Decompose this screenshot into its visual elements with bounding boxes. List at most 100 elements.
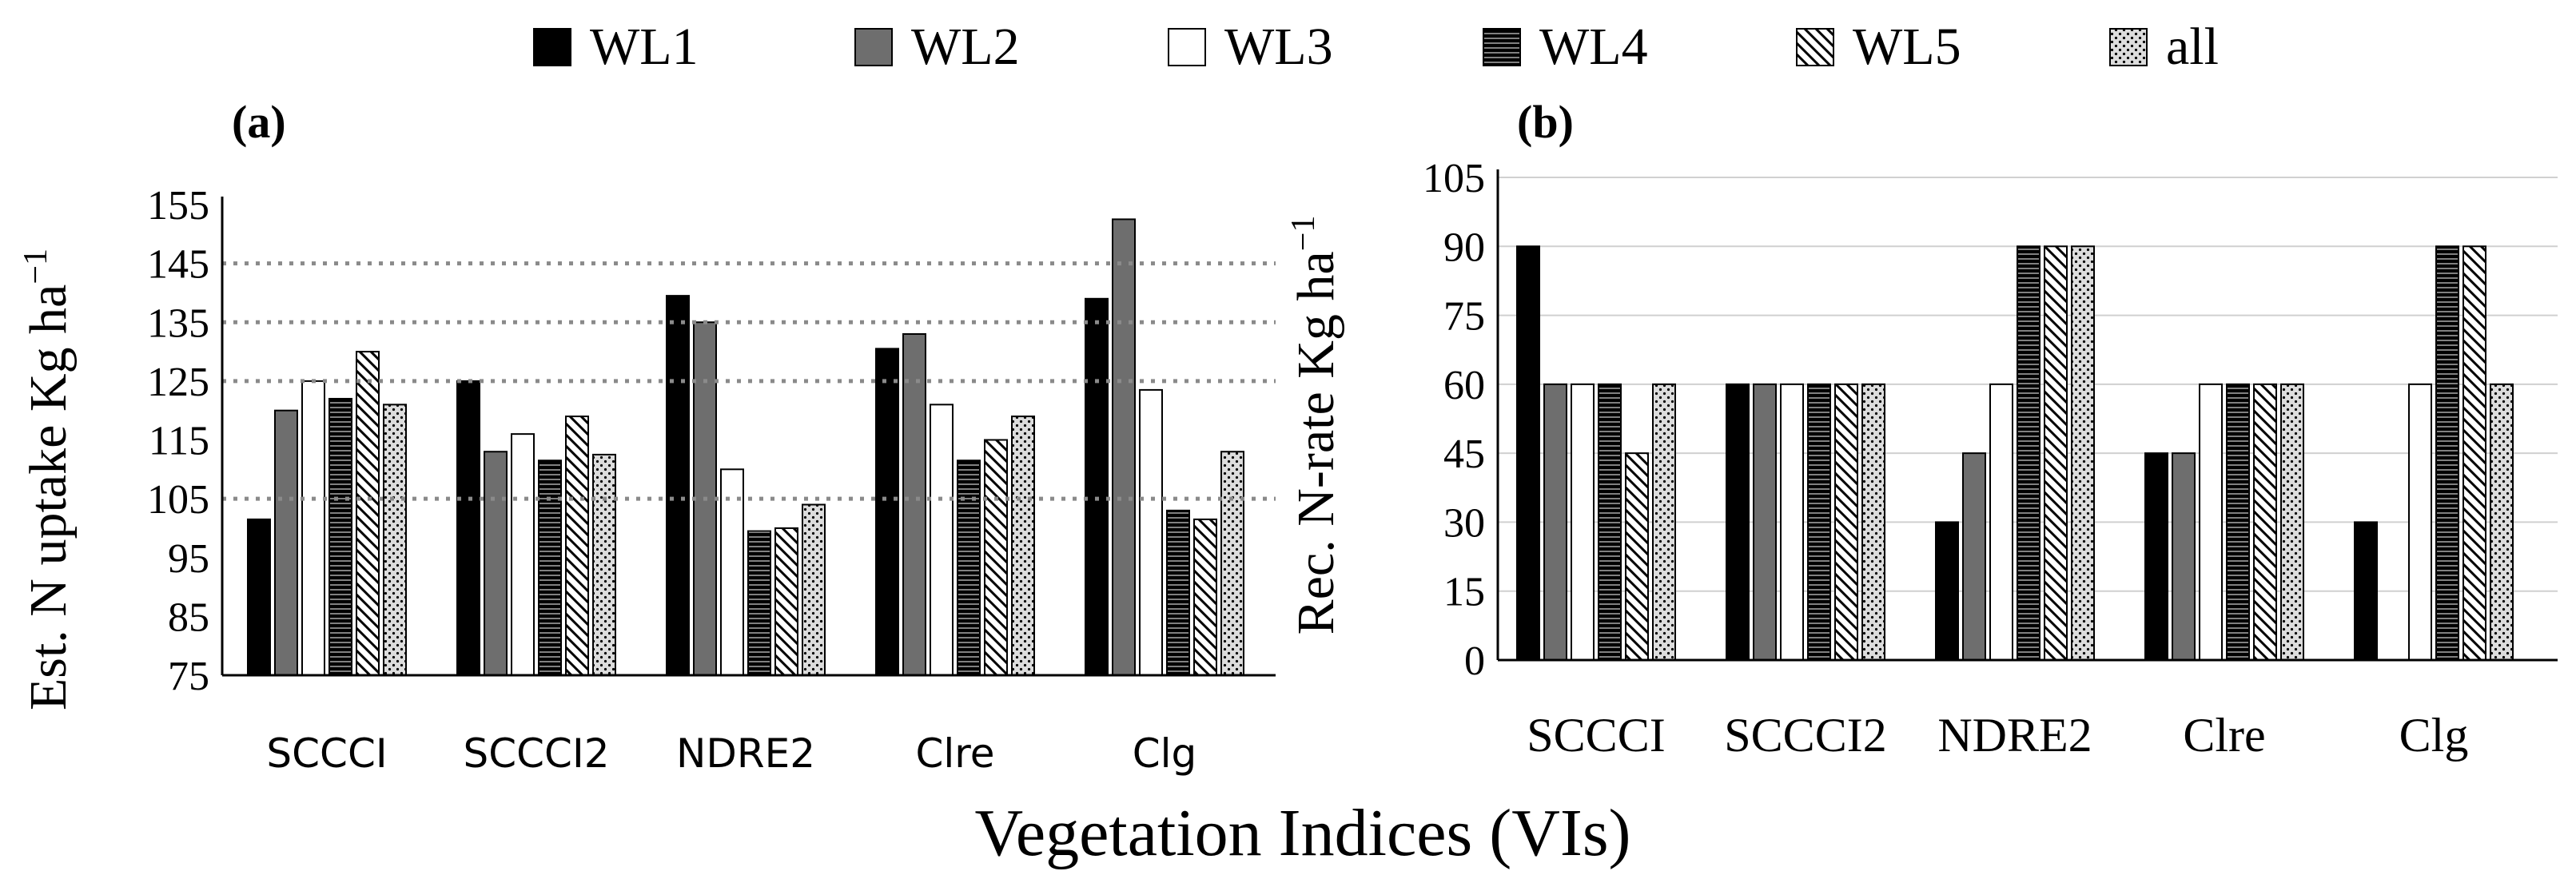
panel-a-category-label-clg: Clg: [1133, 730, 1197, 777]
panel-b-bar-wl5-sccci2: [1834, 383, 1858, 661]
panel-b-label: (b): [1517, 96, 1574, 148]
panel-a-bar-wl4-sccci: [328, 397, 352, 676]
panel-a-bar-wl2-sccci2: [484, 451, 508, 676]
panel-b-bar-wl4-clre: [2226, 383, 2250, 661]
panel-b-bar-wl2-sccci: [1543, 383, 1567, 661]
panel-a-bar-all-sccci: [383, 404, 407, 676]
panel-b-plot: 0 15 30 45 60 75 90 105 SCCCI SCCCI2 NDRE2 Clre Clg: [1423, 156, 2558, 762]
panel-b-category-label-sccci2: SCCCI2: [1724, 709, 1886, 762]
panel-a-category-label-sccci2: SCCCI2: [463, 730, 609, 777]
panel-b-bar-wl2-clre: [2172, 452, 2196, 662]
panel-a-ytick-label: 145: [147, 242, 209, 288]
panel-a-bar-wl1-ndre2: [666, 295, 690, 676]
panel-a-bar-wl4-clg: [1166, 509, 1190, 676]
panel-b-bar-wl5-sccci: [1625, 452, 1649, 662]
legend-swatch-all: [2109, 28, 2148, 66]
panel-a-plot: 75 85 95 105 115 125 135 145 155 SCCCI SCCCI2 NDRE2…: [147, 183, 1276, 777]
panel-a-ytick-label: 95: [168, 536, 209, 582]
legend: WL1 WL2 WL3 WL4 WL5 all: [533, 18, 2219, 76]
legend-swatch-wl3: [1168, 28, 1206, 66]
panel-b-ytick-label: 90: [1443, 225, 1485, 270]
legend-item-wl3: WL3: [1168, 18, 1333, 76]
panel-a-bar-wl3-sccci: [301, 380, 325, 676]
panel-a-ytick-label: 75: [168, 654, 209, 699]
panel-b-ytick-label: 15: [1443, 570, 1485, 615]
legend-label-wl5: WL5: [1853, 18, 1961, 76]
panel-a-bar-wl1-sccci2: [456, 380, 480, 676]
panel-b-bar-wl1-sccci2: [1726, 383, 1750, 661]
panel-b-bar-wl3-clre: [2199, 383, 2223, 661]
panel-a-ylabel-text: Est. N uptake Kg ha: [19, 284, 78, 710]
panel-b-bar-wl3-clg: [2408, 383, 2432, 661]
panel-b-ytick-label: 30: [1443, 500, 1485, 546]
panel-a-bar-wl4-sccci2: [538, 459, 562, 676]
panel-a-label: (a): [232, 96, 286, 148]
panel-b-bar-wl4-sccci: [1598, 383, 1622, 661]
panel-a-bar-wl2-clre: [902, 332, 926, 676]
panel-b-bar-all-sccci: [1652, 383, 1676, 661]
panel-b-bar-wl5-clre: [2253, 383, 2277, 661]
panel-a-bar-wl1-sccci: [247, 518, 271, 676]
panel-b-bar-wl2-ndre2: [1962, 452, 1986, 662]
panel-b-bar-wl5-ndre2: [2044, 245, 2068, 661]
panel-a-bar-wl1-clre: [875, 348, 899, 676]
legend-swatch-wl1: [533, 28, 571, 66]
panel-b-category-label-ndre2: NDRE2: [1937, 709, 2092, 762]
panel-b-bar-wl1-ndre2: [1935, 521, 1959, 662]
panel-b-bar-all-clg: [2490, 383, 2514, 661]
panel-b-bar-wl1-clre: [2144, 452, 2168, 662]
panel-a-bar-all-sccci2: [592, 453, 616, 676]
panel-a-ytick-label: 115: [149, 419, 209, 464]
common-xlabel: Vegetation Indices (VIs): [974, 796, 1630, 870]
legend-label-wl4: WL4: [1539, 18, 1648, 76]
panel-b-bar-wl2-sccci2: [1753, 383, 1777, 661]
panel-a-ytick-label: 135: [147, 300, 209, 346]
panel-a-category-label-ndre2: NDRE2: [676, 730, 815, 777]
panel-b-bar-wl4-sccci2: [1807, 383, 1831, 661]
legend-item-wl4: WL4: [1483, 18, 1648, 76]
panel-b-bar-all-sccci2: [1861, 383, 1885, 661]
legend-label-wl2: WL2: [911, 18, 1020, 76]
legend-item-wl1: WL1: [533, 18, 699, 76]
panel-b-bar-wl3-sccci: [1571, 383, 1595, 661]
panel-b-category-label-sccci: SCCCI: [1527, 709, 1665, 762]
panel-b-ylabel-sup: −1: [1285, 216, 1322, 252]
panel-a-bar-wl4-ndre2: [747, 530, 771, 677]
legend-label-wl3: WL3: [1224, 18, 1333, 76]
panel-a-category-label-clre: Clre: [915, 730, 994, 777]
panel-b-ytick-label: 60: [1443, 363, 1485, 408]
panel-a-bar-wl3-sccci2: [511, 433, 535, 676]
legend-label-all: all: [2166, 18, 2219, 76]
panel-a-bar-wl5-sccci2: [565, 416, 589, 676]
panel-a: (a) 75 85 95 105 115 125 135 145 155 SCCCI SCCCI2 N…: [18, 96, 1276, 777]
panel-a-ytick-label: 85: [168, 595, 209, 640]
panel-a-bar-wl1-clg: [1085, 297, 1109, 676]
panel-b-category-label-clg: Clg: [2399, 709, 2469, 762]
legend-item-wl2: WL2: [854, 18, 1020, 76]
panel-b-ytick-label: 45: [1443, 432, 1485, 477]
panel-a-bar-wl3-clre: [930, 404, 954, 676]
panel-a-bar-wl2-clg: [1112, 218, 1136, 676]
legend-swatch-wl2: [854, 28, 893, 66]
panel-b-ytick-label: 75: [1443, 294, 1485, 340]
panel-a-bar-wl5-sccci: [356, 351, 380, 676]
panel-a-bar-all-clre: [1011, 416, 1035, 676]
panel-b-bar-all-clre: [2280, 383, 2304, 661]
panel-a-bar-wl5-clre: [984, 439, 1008, 676]
panel-b-bar-wl3-ndre2: [1989, 383, 2013, 661]
panel-b-bar-wl5-clg: [2463, 245, 2486, 661]
legend-item-wl5: WL5: [1796, 18, 1961, 76]
panel-b-ytick-label: 105: [1423, 156, 1485, 201]
panel-b-bar-wl1-sccci: [1516, 245, 1540, 661]
legend-label-wl1: WL1: [590, 18, 699, 76]
panel-b-ytick-label: 0: [1464, 638, 1485, 684]
panel-b-ylabel-text: Rec. N-rate Kg ha: [1287, 251, 1345, 634]
panel-b: (b) 0 15 30 45 60 75 90 105 SCCCI SCCCI2 NDRE2 Clre…: [1285, 96, 2558, 762]
panel-b-bar-wl3-sccci2: [1780, 383, 1804, 661]
panel-a-bar-all-clg: [1220, 451, 1244, 676]
panel-a-ytick-label: 155: [147, 183, 209, 229]
legend-item-all: all: [2109, 18, 2219, 76]
legend-swatch-wl4: [1483, 28, 1521, 66]
panel-a-ylabel-sup: −1: [18, 249, 54, 284]
